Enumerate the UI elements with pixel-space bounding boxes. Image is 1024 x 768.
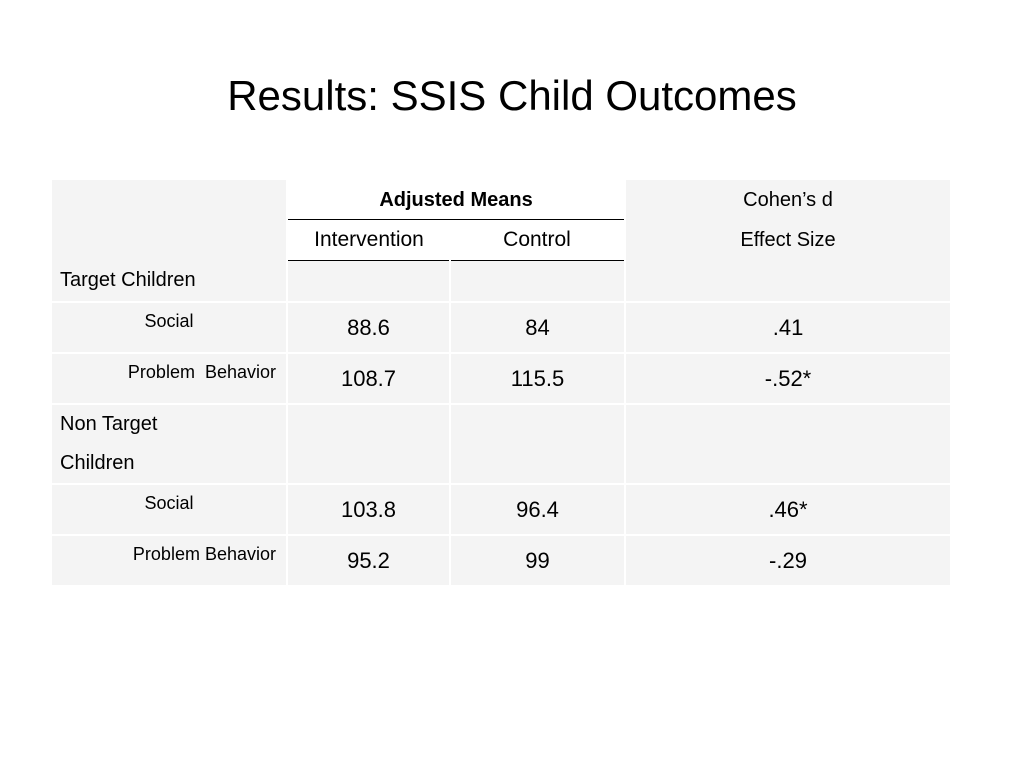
empty-cell [287, 260, 451, 303]
control-header: Control [450, 220, 627, 261]
empty-cell [625, 260, 951, 303]
intervention-header: Intervention [287, 220, 450, 261]
effect-size-label: Effect Size [740, 229, 836, 252]
group-label-target: Target Children [52, 260, 288, 303]
empty-cell [450, 260, 627, 303]
empty-cell [625, 404, 951, 485]
intervention-value: 103.8 [287, 484, 451, 536]
effect-size-value: .41 [625, 302, 951, 354]
table-row: Problem Behavior 95.2 99 -.29 [52, 535, 951, 585]
cohens-d-header: Cohen’s d Effect Size [625, 180, 951, 261]
table-row: Problem Behavior 108.7 115.5 -.52* [52, 353, 951, 405]
group-label-line: Non Target [60, 413, 158, 435]
effect-size-value: -.29 [625, 535, 951, 585]
effect-size-value: .46* [625, 484, 951, 536]
table-row: Social 88.6 84 .41 [52, 302, 951, 354]
adjusted-means-header-cell: Adjusted Means [287, 180, 627, 220]
table-row: Social 103.8 96.4 .46* [52, 484, 951, 536]
row-label: Problem Behavior [52, 535, 288, 585]
group-label-line: Children [60, 452, 135, 474]
row-label: Social [52, 484, 288, 536]
effect-size-value: -.52* [625, 353, 951, 405]
intervention-value: 88.6 [287, 302, 451, 354]
row-label: Problem Behavior [52, 353, 288, 405]
empty-cell [287, 404, 451, 485]
control-value: 99 [450, 535, 627, 585]
group-label-non-target: Non Target Children [52, 404, 288, 485]
row-label: Social [52, 302, 288, 354]
cohens-d-label: Cohen’s d [743, 189, 833, 212]
control-value: 96.4 [450, 484, 627, 536]
control-value: 115.5 [450, 353, 627, 405]
group-row-non-target: Non Target Children [52, 404, 951, 485]
table-header-row: Adjusted Means Cohen’s d Effect Size [52, 180, 951, 261]
results-table: Adjusted Means Cohen’s d Effect Size Int… [52, 180, 951, 585]
intervention-value: 108.7 [287, 353, 451, 405]
empty-cell [450, 404, 627, 485]
group-row-target: Target Children [52, 260, 951, 303]
control-value: 84 [450, 302, 627, 354]
intervention-value: 95.2 [287, 535, 451, 585]
adjusted-means-header: Adjusted Means [288, 181, 625, 220]
table-subheader-row: Intervention Control [52, 220, 950, 261]
corner-cell [52, 180, 288, 261]
slide-title: Results: SSIS Child Outcomes [227, 72, 797, 119]
